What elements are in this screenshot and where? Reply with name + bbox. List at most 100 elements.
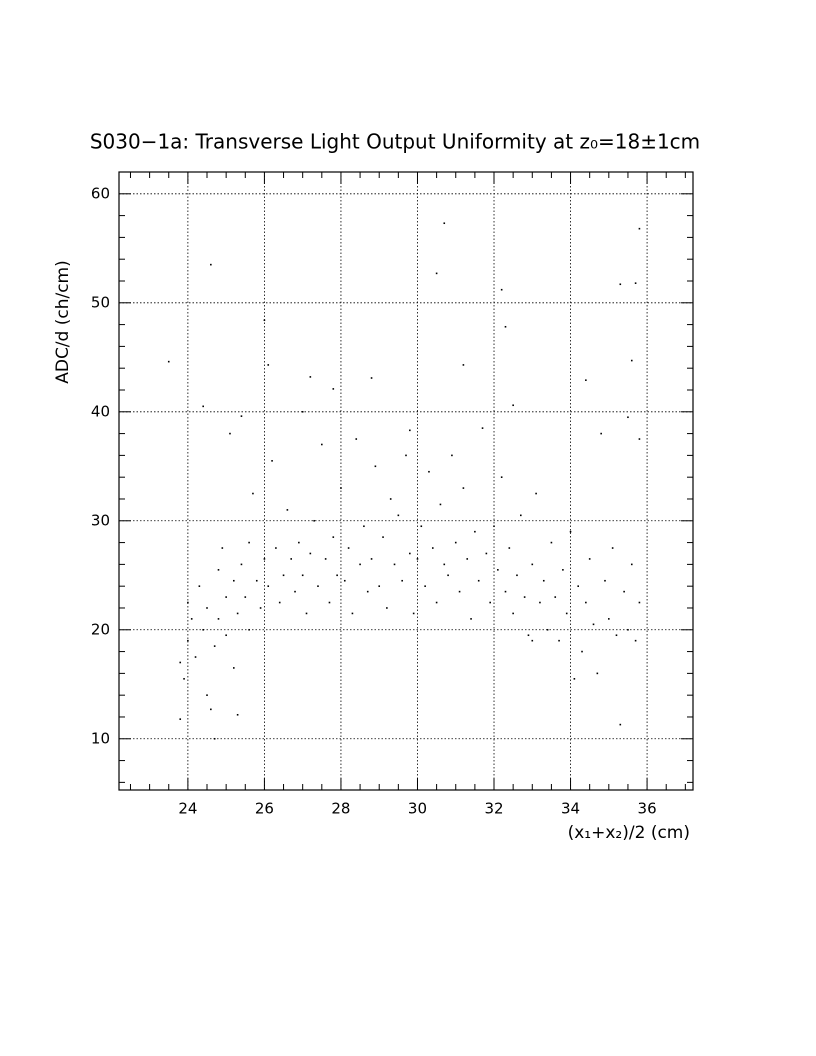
point: [301, 410, 304, 413]
point: [202, 405, 204, 408]
x-tick-label: 28: [331, 800, 350, 818]
point: [229, 432, 231, 435]
point: [236, 713, 239, 716]
point: [187, 601, 189, 604]
point: [301, 574, 304, 577]
point: [263, 319, 266, 322]
point: [588, 558, 591, 560]
point: [500, 476, 503, 478]
point: [512, 404, 514, 407]
point: [298, 541, 300, 544]
point: [236, 612, 239, 615]
point: [611, 547, 614, 549]
point: [351, 612, 354, 615]
y-tick-label: 50: [91, 293, 110, 311]
point: [202, 628, 204, 631]
point: [240, 415, 243, 417]
point: [324, 558, 327, 560]
x-tick-label: 30: [408, 800, 427, 818]
point: [493, 525, 495, 528]
point: [233, 667, 235, 669]
point: [600, 432, 602, 435]
point: [233, 579, 235, 582]
point: [573, 678, 576, 680]
point: [386, 607, 388, 609]
point: [412, 612, 415, 615]
point: [259, 607, 262, 609]
point: [527, 634, 530, 637]
point: [470, 618, 472, 620]
point: [562, 569, 564, 571]
chart-title: S030−1a: Transverse Light Output Uniform…: [90, 130, 700, 154]
point: [267, 364, 270, 366]
y-tick-label: 40: [91, 402, 110, 420]
point: [546, 628, 549, 631]
point: [504, 325, 507, 328]
point: [248, 541, 250, 544]
point: [221, 547, 224, 549]
point: [343, 579, 346, 582]
point: [198, 585, 201, 587]
point: [627, 416, 629, 419]
point: [523, 596, 526, 598]
point: [585, 601, 587, 604]
point: [309, 552, 312, 555]
point: [217, 618, 220, 620]
point: [336, 574, 338, 577]
y-axis-label: ADC/d (ch/cm): [53, 260, 73, 384]
point: [428, 470, 430, 473]
point: [374, 465, 377, 468]
point: [638, 438, 641, 440]
point: [179, 661, 182, 664]
point: [435, 272, 438, 275]
point: [462, 487, 465, 489]
point: [183, 678, 185, 680]
point: [431, 547, 434, 549]
point: [451, 454, 453, 457]
y-tick-label: 20: [91, 620, 110, 638]
point: [630, 359, 633, 362]
point: [581, 650, 583, 653]
point: [596, 672, 599, 675]
point: [225, 596, 227, 598]
point: [378, 585, 381, 587]
point: [435, 601, 438, 604]
point: [466, 558, 469, 560]
point: [240, 563, 243, 566]
point: [194, 656, 197, 658]
point: [634, 282, 637, 284]
point: [585, 379, 587, 381]
point: [608, 618, 610, 620]
point: [206, 607, 208, 609]
point: [500, 288, 503, 291]
point: [512, 612, 514, 615]
x-tick-label: 36: [638, 800, 657, 818]
point: [363, 525, 365, 528]
point: [481, 427, 484, 429]
point: [630, 563, 633, 566]
point: [619, 283, 622, 286]
point: [359, 563, 361, 566]
point: [409, 429, 411, 432]
point: [389, 498, 392, 500]
point: [321, 443, 323, 446]
point: [485, 552, 488, 555]
point: [520, 514, 522, 517]
point: [604, 579, 606, 582]
point: [497, 569, 499, 571]
point: [340, 487, 342, 489]
point: [535, 492, 537, 495]
point: [508, 547, 511, 549]
point: [179, 718, 182, 720]
point: [317, 585, 319, 587]
point: [569, 530, 572, 533]
point: [282, 574, 285, 577]
point: [420, 525, 423, 528]
point: [210, 708, 212, 711]
point: [550, 541, 553, 544]
point: [405, 454, 407, 457]
point: [462, 364, 465, 366]
point: [558, 639, 560, 642]
point: [554, 596, 557, 598]
